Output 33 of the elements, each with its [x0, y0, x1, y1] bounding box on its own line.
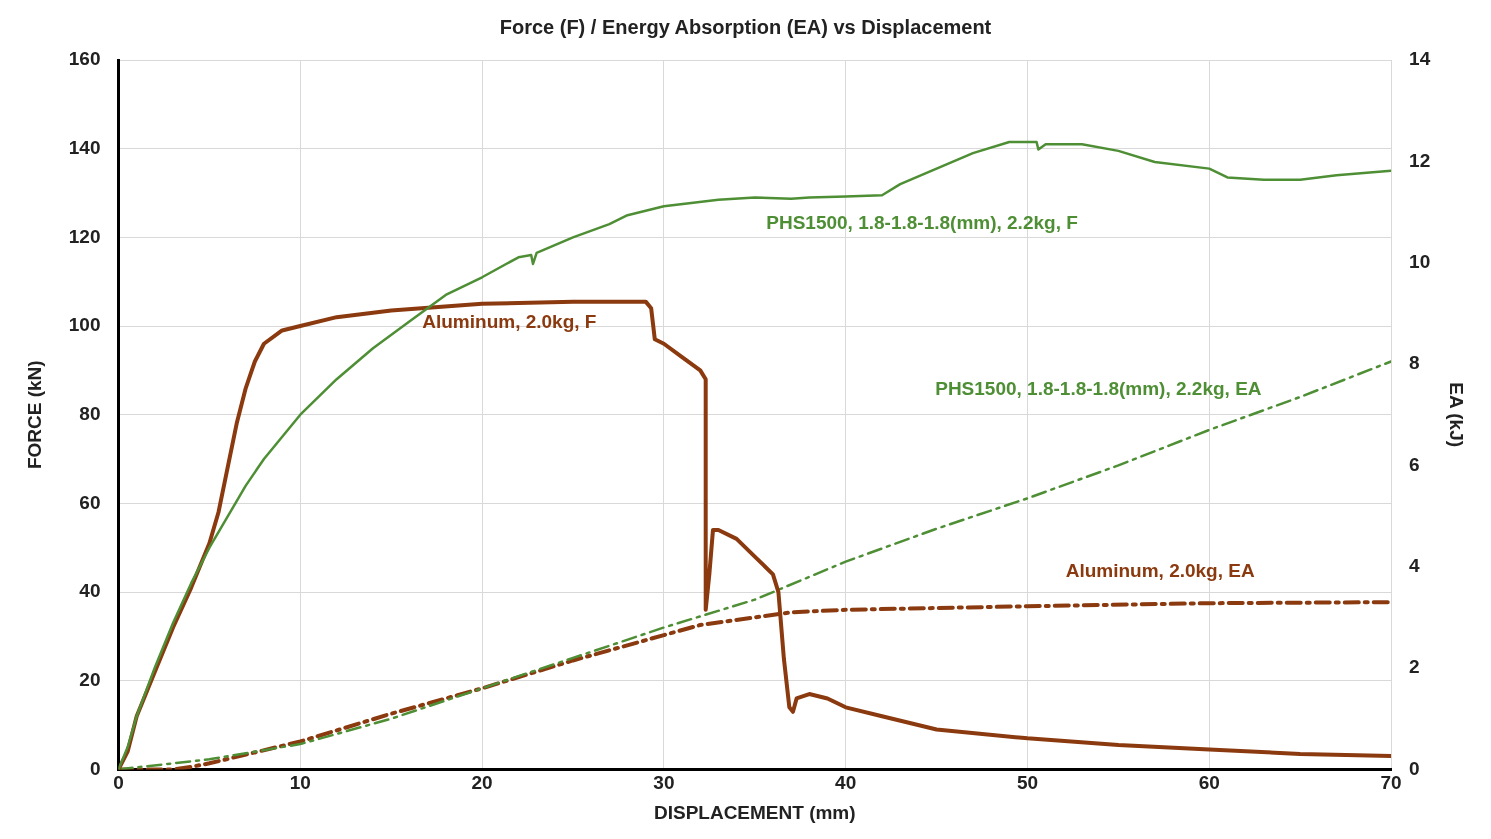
y-axis-title: FORCE (kN)	[23, 360, 45, 470]
series-label: PHS1500, 1.8-1.8-1.8(mm), 2.2kg, EA	[935, 377, 1262, 399]
y-tick-label: 0	[89, 757, 101, 779]
y2-axis-title: EA (kJ)	[1446, 382, 1468, 448]
y2-tick-label: 0	[1409, 757, 1420, 779]
y-tick-label: 140	[68, 136, 101, 158]
y2-tick-label: 2	[1409, 656, 1420, 678]
series-label: Aluminum, 2.0kg, EA	[1065, 559, 1255, 581]
y2-tick-label: 14	[1409, 48, 1431, 70]
x-tick-label: 0	[113, 772, 124, 794]
series-label: PHS1500, 1.8-1.8-1.8(mm), 2.2kg, F	[766, 212, 1078, 234]
y-tick-label: 100	[68, 314, 101, 336]
y2-tick-label: 6	[1409, 453, 1420, 475]
chart-title: Force (F) / Energy Absorption (EA) vs Displacement	[499, 15, 992, 38]
x-tick-label: 70	[1380, 772, 1402, 794]
x-tick-label: 30	[653, 772, 675, 794]
series-label: Aluminum, 2.0kg, F	[422, 310, 597, 332]
x-tick-label: 60	[1198, 772, 1220, 794]
y-tick-label: 60	[79, 491, 101, 513]
x-tick-label: 10	[289, 772, 311, 794]
x-tick-label: 40	[835, 772, 857, 794]
y2-tick-label: 8	[1409, 352, 1420, 374]
y-tick-label: 120	[68, 225, 101, 247]
y-tick-label: 40	[79, 580, 101, 602]
y-tick-label: 80	[79, 402, 101, 424]
y2-tick-label: 12	[1409, 149, 1431, 171]
y-tick-label: 20	[79, 668, 101, 690]
x-axis-title: DISPLACEMENT (mm)	[653, 801, 856, 823]
y2-tick-label: 4	[1409, 554, 1421, 576]
y-tick-label: 160	[68, 48, 101, 70]
x-tick-label: 20	[471, 772, 493, 794]
y2-tick-label: 10	[1409, 250, 1431, 272]
x-tick-label: 50	[1016, 772, 1039, 794]
